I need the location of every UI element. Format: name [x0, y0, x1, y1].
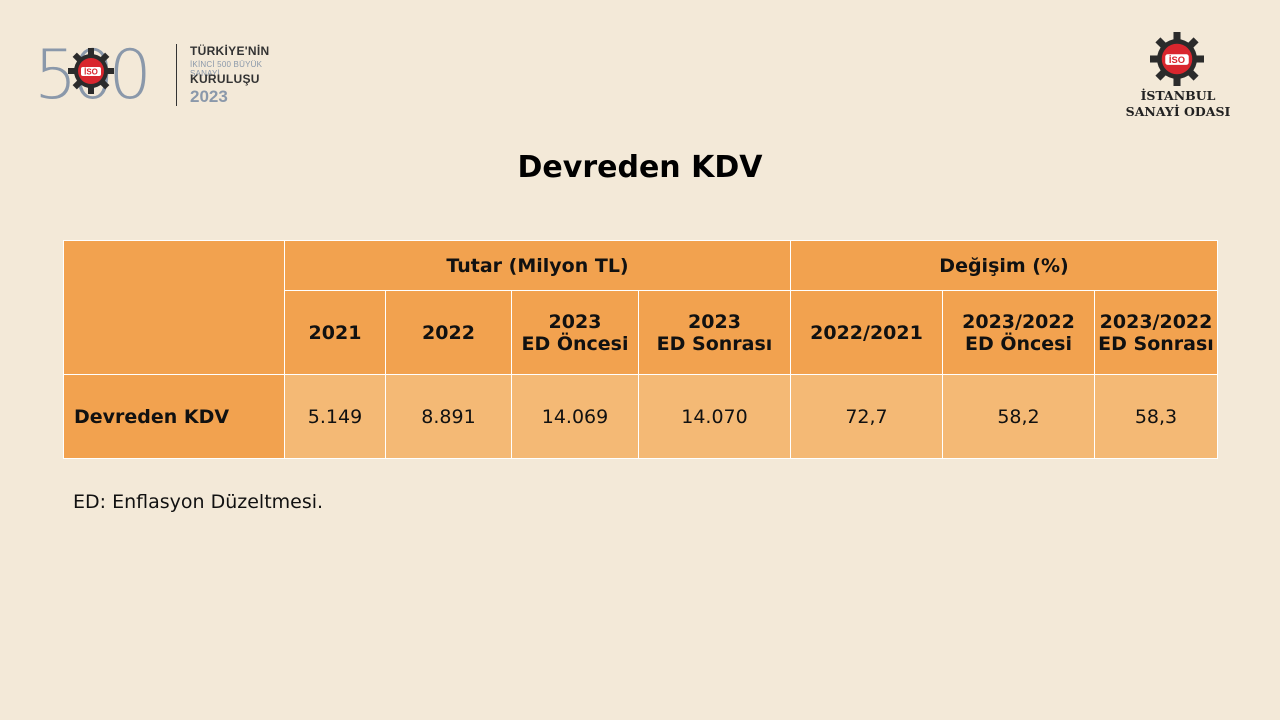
iso-gear-icon: İSO: [68, 48, 114, 94]
logo-year: 2023: [190, 87, 228, 106]
corner-header-cell: [63, 240, 285, 375]
logo-org-line-2: SANAYİ ODASI: [1125, 104, 1231, 119]
logo-500-buyuk-sanayi: 500 İSO TÜRKİYE'NİN İKİNCİ 500 BÜYÜK SAN…: [34, 40, 294, 112]
table-cell: 5.149: [284, 374, 386, 459]
table-cell: 14.069: [511, 374, 639, 459]
slide-title: Devreden KDV: [517, 150, 763, 185]
group-header-tutar: Tutar (Milyon TL): [284, 240, 791, 291]
logo-istanbul-sanayi-odasi: İSO İSTANBUL SANAYİ ODASI: [1110, 32, 1246, 122]
table-cell: 58,2: [942, 374, 1095, 459]
column-header-2023-2022-ed-sonrasi: 2023/2022 ED Sonrası: [1093, 290, 1219, 375]
iso-gear-icon: İSO: [1150, 32, 1204, 86]
column-header-2022-2021: 2022/2021: [790, 290, 943, 375]
logo-line-1: TÜRKİYE'NİN: [190, 44, 270, 58]
column-header-2021: 2021: [284, 290, 386, 375]
table-cell: 14.070: [638, 374, 791, 459]
column-header-2023-ed-sonrasi: 2023 ED Sonrası: [638, 290, 791, 375]
table-cell: 72,7: [790, 374, 943, 459]
logo-line-2: İKİNCİ 500 BÜYÜK SANAYİ: [190, 60, 263, 78]
devreden-kdv-table: Tutar (Milyon TL) Değişim (%) 2021 2022 …: [63, 240, 1219, 459]
logo-emblem-text: İSO: [84, 68, 98, 77]
logo-org-line-1: İSTANBUL: [1140, 88, 1216, 103]
logo-line-3: KURULUŞU: [190, 72, 260, 86]
logo-divider: [176, 44, 177, 106]
column-header-2023-2022-ed-oncesi: 2023/2022 ED Öncesi: [942, 290, 1095, 375]
logo-emblem-text: İSO: [1169, 54, 1185, 65]
column-header-2022: 2022: [385, 290, 512, 375]
column-header-2023-ed-oncesi: 2023 ED Öncesi: [511, 290, 639, 375]
row-label: Devreden KDV: [63, 374, 285, 459]
footnote: ED: Enflasyon Düzeltmesi.: [73, 491, 324, 513]
table-cell: 58,3: [1093, 374, 1219, 459]
group-header-degisim: Değişim (%): [789, 240, 1219, 291]
table-row: Devreden KDV 5.149 8.891 14.069 14.070 7…: [63, 374, 1219, 459]
table-cell: 8.891: [385, 374, 512, 459]
